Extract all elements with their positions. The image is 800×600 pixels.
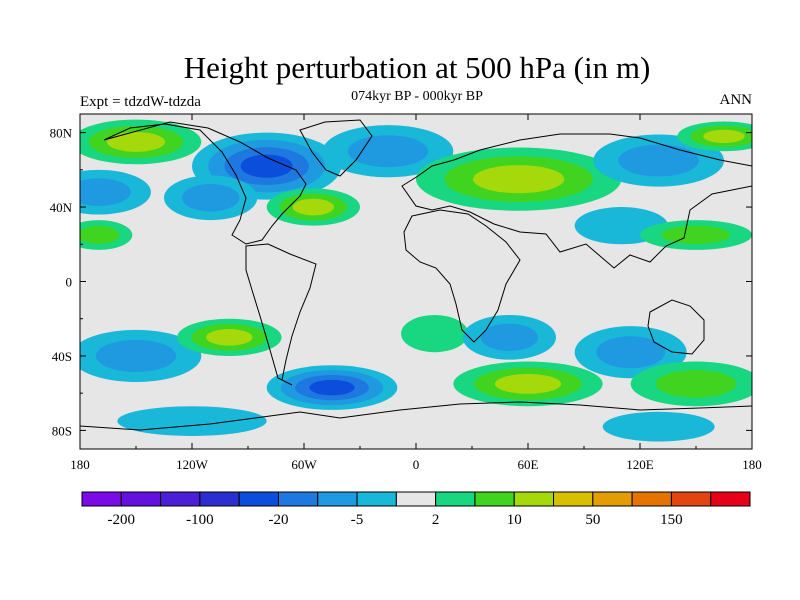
x-tick-label: 180	[70, 457, 90, 472]
y-tick-label: 80S	[52, 423, 72, 438]
y-axis: 80N 40N 0 40S 80S	[50, 126, 752, 438]
anomaly-contour	[309, 379, 355, 396]
anomaly-feature-17	[574, 326, 687, 379]
colorbar-swatch	[395, 491, 437, 507]
anomaly-contour	[473, 165, 565, 194]
anomaly-contour	[480, 323, 539, 352]
anomaly-contour	[117, 406, 267, 436]
anomaly-feature-1	[322, 125, 454, 178]
anomaly-contour	[95, 339, 177, 372]
anomaly-contour	[596, 336, 666, 369]
anomaly-feature-7	[593, 134, 725, 187]
coastline-australia	[647, 299, 705, 355]
anomaly-contour	[618, 144, 699, 177]
anomaly-feature-10	[640, 220, 752, 250]
x-tick-label: 60W	[291, 457, 317, 472]
colorbar-label: -100	[186, 512, 214, 528]
y-tick-label: 40N	[50, 200, 73, 215]
anomaly-contour	[602, 411, 715, 442]
colorbar-swatch	[670, 491, 712, 507]
colorbar-label: -20	[268, 512, 288, 528]
anomaly-contour	[292, 198, 335, 216]
x-tick-label: 120W	[176, 457, 209, 472]
colorbar-swatch	[317, 491, 358, 507]
x-tick-label: 120E	[626, 457, 654, 472]
height-field	[80, 114, 752, 449]
colorbar-swatch	[277, 491, 319, 507]
anomaly-contour	[181, 184, 240, 212]
anomaly-feature-19	[630, 361, 752, 407]
colorbar-swatch	[238, 491, 279, 507]
coastline-eurasia	[401, 133, 752, 269]
anomaly-contour	[401, 315, 469, 353]
anomaly-contour	[703, 129, 745, 143]
anomaly-contour	[494, 373, 562, 394]
anomaly-contour	[655, 370, 737, 398]
anomaly-feature-5	[266, 188, 361, 226]
colorbar-swatch	[356, 491, 397, 507]
coastlines	[80, 119, 752, 431]
anomaly-feature-12	[80, 329, 202, 382]
colorbar-swatch	[474, 491, 515, 507]
anomaly-contour	[240, 154, 293, 178]
colorbar-swatch	[199, 491, 240, 507]
coastline-south-america	[245, 243, 317, 386]
colorbar-swatch	[710, 491, 751, 507]
colorbar-swatch	[435, 491, 476, 507]
y-tick-label: 0	[66, 275, 73, 290]
colorbar-label: -200	[108, 512, 136, 528]
anomaly-feature-20	[117, 406, 267, 436]
anomaly-feature-16	[462, 315, 556, 360]
colorbar-swatch	[592, 491, 633, 507]
experiment-label: Expt = tdzdW-tdzda	[80, 94, 201, 110]
anomaly-feature-6	[416, 147, 622, 211]
colorbar-swatch	[81, 491, 122, 507]
anomaly-feature-11	[80, 220, 133, 250]
anomaly-feature-8	[677, 121, 752, 152]
anomaly-contour	[347, 135, 429, 168]
anomaly-feature-2	[80, 119, 202, 165]
colorbar-swatch	[513, 491, 555, 507]
coastline-africa	[403, 209, 521, 343]
colorbar-label: 150	[660, 512, 683, 528]
chart-subtitle: 074kyr BP - 000kyr BP	[351, 89, 483, 104]
colorbar-label: -5	[351, 512, 364, 528]
x-tick-label: 180	[742, 457, 762, 472]
coastline-north-america	[103, 121, 307, 245]
anomaly-feature-3	[80, 169, 151, 215]
colorbar-label: 50	[585, 512, 600, 528]
x-tick-label: 0	[413, 457, 420, 472]
coastline-greenland	[299, 119, 373, 177]
anomaly-feature-13	[177, 318, 282, 356]
anomaly-feature-15	[401, 315, 469, 353]
x-tick-label: 60E	[518, 457, 539, 472]
anomaly-feature-14	[266, 365, 398, 410]
y-tick-label: 80N	[50, 126, 73, 141]
season-label: ANN	[719, 92, 753, 108]
colorbar-label: 10	[507, 512, 522, 528]
colorbar-swatch	[160, 491, 201, 507]
chart-title: Height perturbation at 500 hPa (in m)	[183, 50, 651, 85]
x-axis: 180 120W 60W 0 60E 120E 180	[70, 114, 762, 472]
y-tick-label: 40S	[52, 349, 72, 364]
colorbar-swatch	[120, 491, 162, 507]
anomaly-contour	[80, 225, 120, 245]
anomaly-contour	[206, 329, 253, 346]
colorbar: -200 -100 -20 -5 2 10 50 150	[81, 491, 751, 528]
anomaly-contour	[661, 225, 731, 245]
colorbar-label: 2	[432, 512, 440, 528]
colorbar-swatch	[631, 491, 672, 507]
colorbar-swatch	[553, 491, 594, 507]
anomaly-feature-4	[164, 175, 258, 221]
anomaly-feature-21	[602, 411, 715, 442]
anomaly-contour	[80, 178, 131, 206]
coastline-antarctica	[80, 401, 752, 431]
anomaly-feature-18	[453, 361, 603, 407]
anomaly-contour	[106, 131, 166, 152]
